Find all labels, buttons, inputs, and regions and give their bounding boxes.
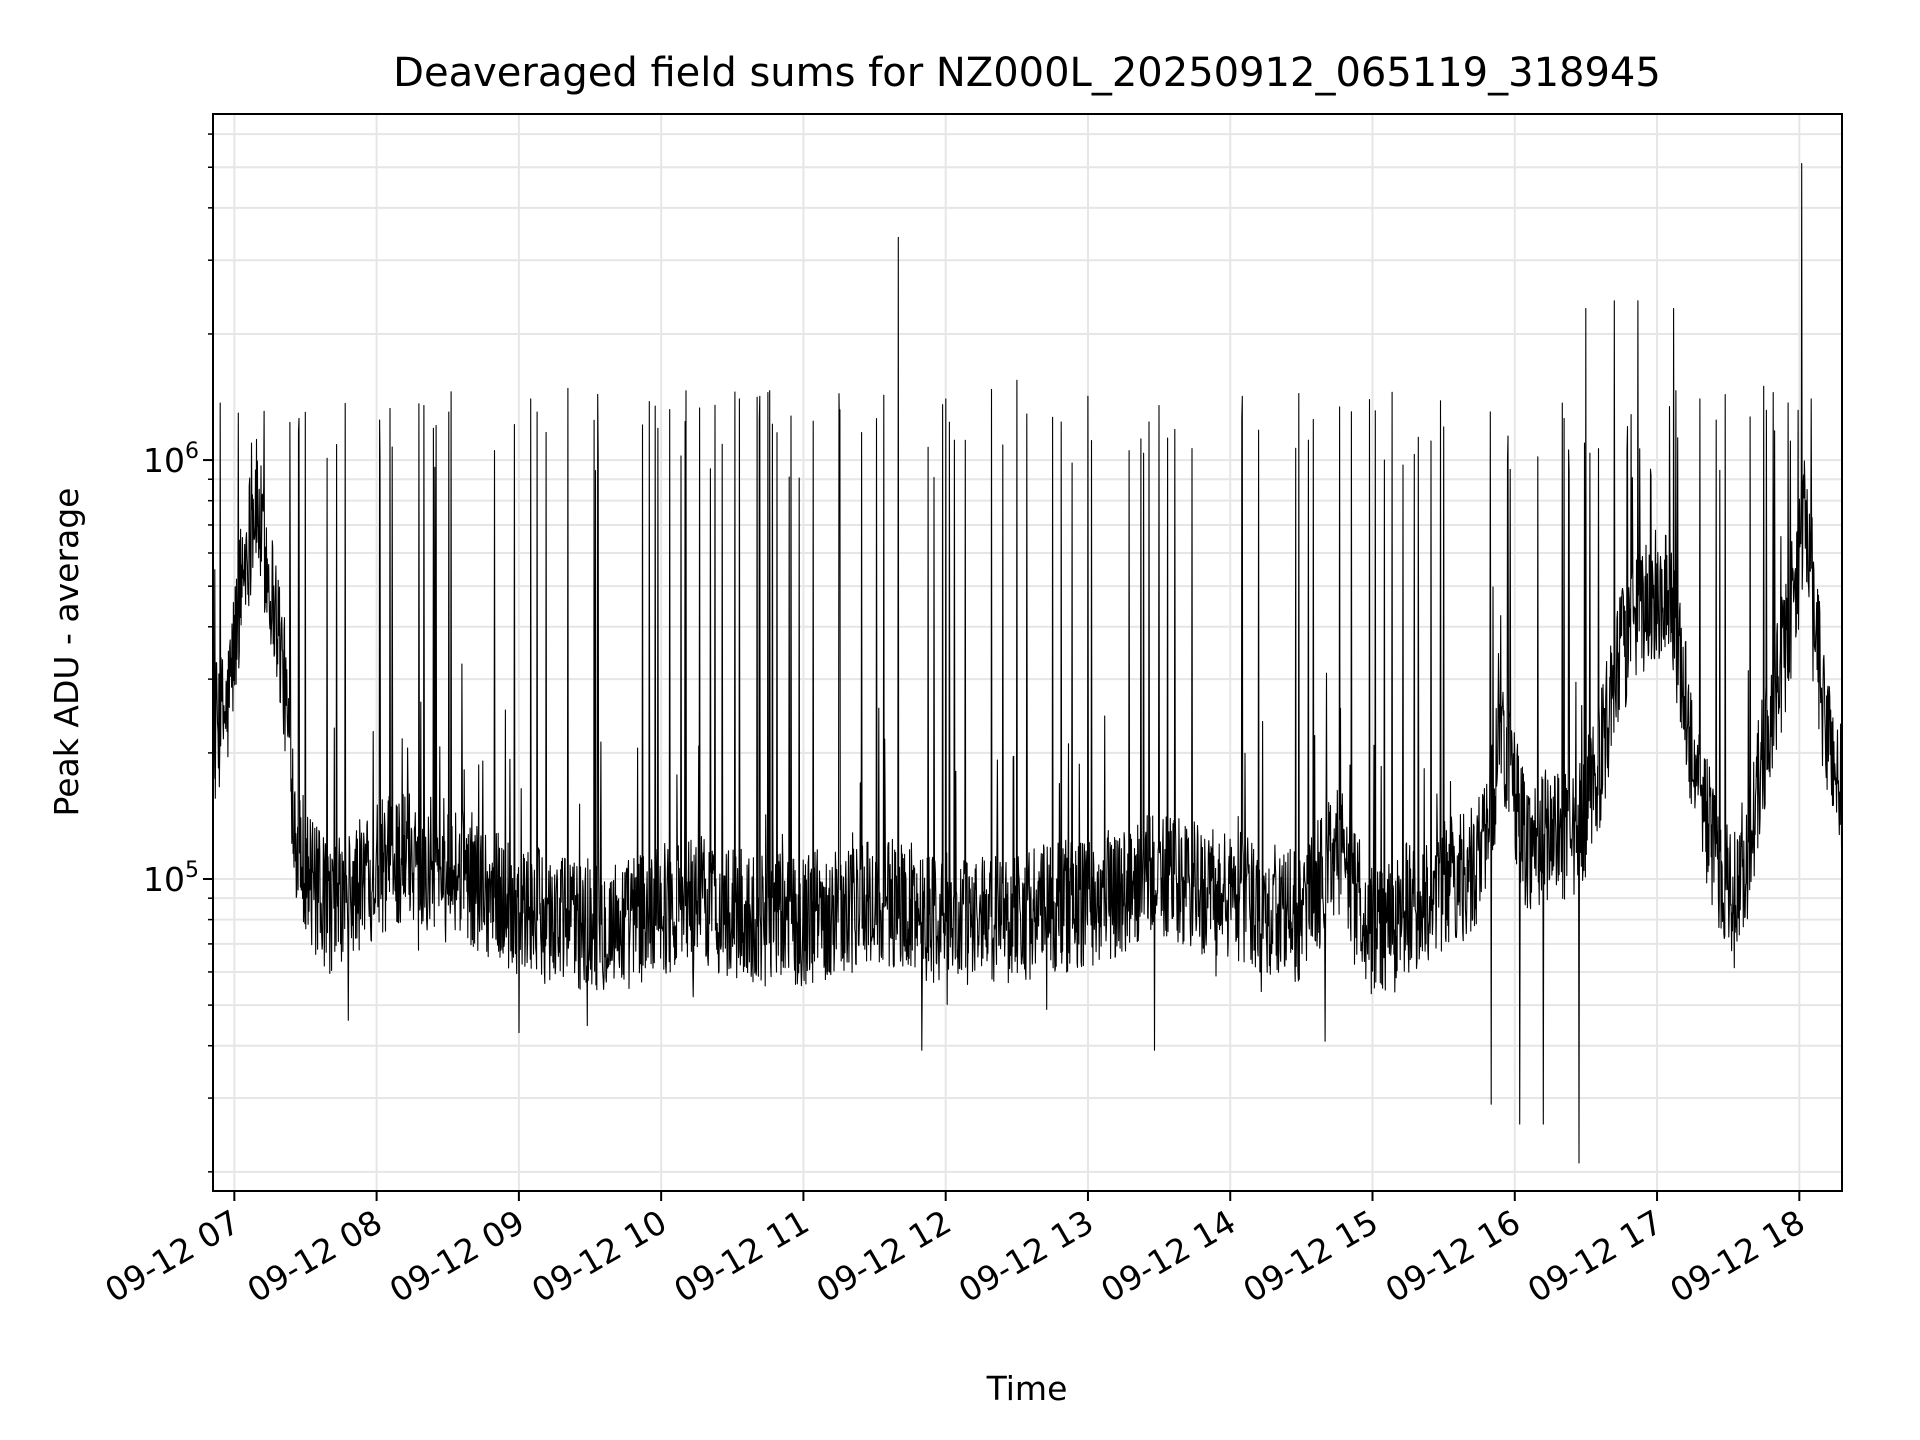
plot-frame [212, 113, 1843, 1192]
y-tick-label: 105 [143, 858, 199, 899]
series-line [212, 163, 1843, 1164]
chart-title: Deaveraged field sums for NZ000L_2025091… [393, 50, 1661, 96]
y-axis-label: Peak ADU - average [47, 488, 86, 817]
y-axis-ticks: 105 106 [143, 133, 213, 1173]
x-axis-label: Time [986, 1369, 1068, 1408]
series-layer [212, 163, 1843, 1164]
y-tick-label: 106 [143, 439, 199, 480]
